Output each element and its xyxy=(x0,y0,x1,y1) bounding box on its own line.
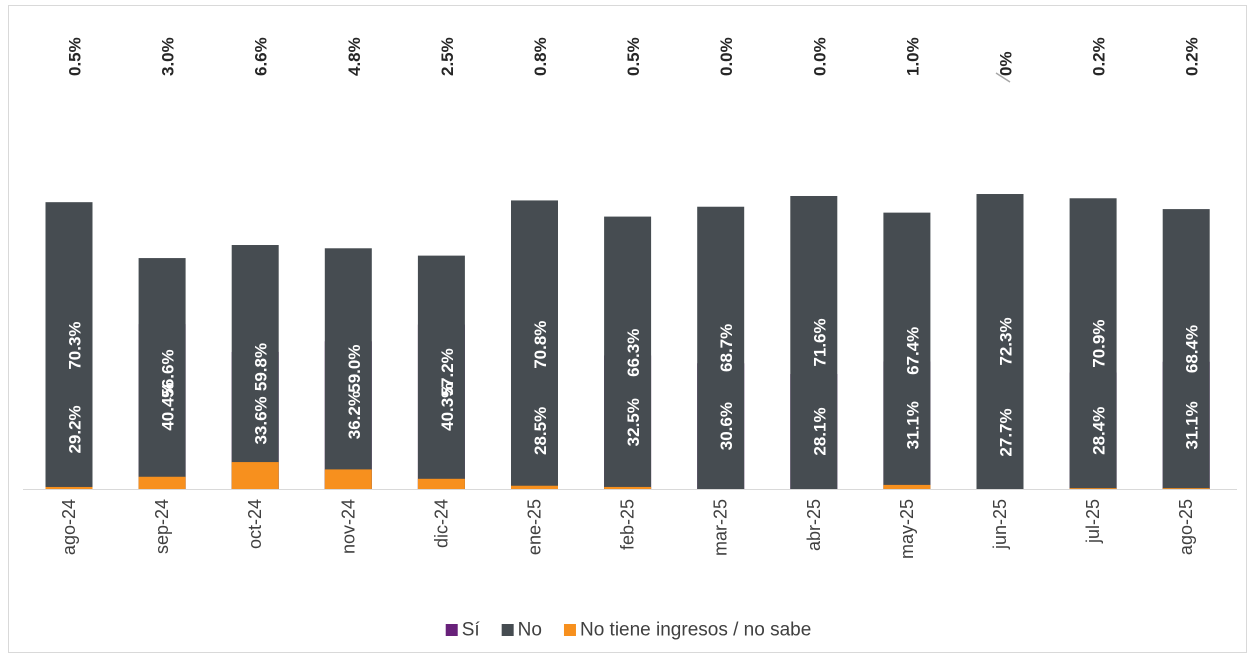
bar-segment-2-ene-25 xyxy=(511,485,558,489)
data-label-2-nov-24: 4.8% xyxy=(345,37,364,76)
x-tick-label: dic-24 xyxy=(431,499,451,548)
data-label-2-oct-24: 6.6% xyxy=(252,37,271,76)
data-label-0-ene-25: 28.5% xyxy=(531,407,550,455)
x-tick-label: nov-24 xyxy=(338,499,358,554)
bar-segment-1-nov-24 xyxy=(324,248,372,489)
data-label-2-abr-25: 0.0% xyxy=(810,37,829,76)
legend-item-2: No tiene ingresos / no sabe xyxy=(563,620,811,641)
bar-segment-1-feb-25 xyxy=(604,216,652,490)
x-tick-label: ago-24 xyxy=(59,499,79,555)
data-label-2-feb-25: 0.5% xyxy=(624,37,643,76)
stacked-bar-chart: 29.2% 70.3% 0.5% 40.4%56.6% 3.0% 33.6% 59.8% 6.… xyxy=(23,37,1237,641)
legend-swatch xyxy=(563,624,576,636)
bar-segment-2-dic-24 xyxy=(417,478,465,489)
legend: Sí No No tiene ingresos / no sabe xyxy=(445,620,811,641)
data-label-2-jun-25: 0% xyxy=(997,51,1016,76)
data-label-0-may-25: 31.1% xyxy=(903,401,922,449)
data-label-1-sep-24: 56.6% xyxy=(159,349,178,397)
data-label-1-ene-25: 70.8% xyxy=(531,321,550,369)
bar-segment-1-jun-25 xyxy=(976,194,1024,490)
data-label-1-ago-25: 68.4% xyxy=(1183,325,1202,373)
bar-segment-2-jul-25 xyxy=(1069,488,1117,489)
data-label-0-ago-24: 29.2% xyxy=(66,405,85,453)
bar-segment-1-jul-25 xyxy=(1069,198,1117,490)
chart-frame: 29.2% 70.3% 0.5% 40.4% 56.6% 3.0% 33.6% 59.8% 6.… xyxy=(8,5,1247,653)
bar-segment-1-ene-25 xyxy=(511,200,558,490)
x-tick-label: jul-25 xyxy=(1083,499,1103,544)
data-label-0-dic-24: 40.3% xyxy=(438,383,457,431)
bar-segment-2-nov-24 xyxy=(324,469,372,489)
bar-segment-1-ago-24 xyxy=(45,202,93,489)
data-label-1-jul-25: 70.9% xyxy=(1090,320,1109,368)
bar-segment-2-feb-25 xyxy=(604,486,652,489)
legend-item-0: Sí xyxy=(445,620,481,641)
x-tick-label: sep-24 xyxy=(152,499,172,554)
data-label-2-mar-25: 0.0% xyxy=(717,37,736,76)
legend-label: No xyxy=(518,620,542,641)
bars-group xyxy=(45,194,1210,490)
data-label-2-ago-24: 0.5% xyxy=(66,37,85,76)
data-label-1-abr-25: 71.6% xyxy=(810,318,829,366)
x-tick-label: mar-25 xyxy=(711,499,731,556)
x-tick-label: may-25 xyxy=(897,499,917,559)
x-tick-label: oct-24 xyxy=(245,499,265,549)
data-label-2-ene-25: 0.8% xyxy=(531,37,550,76)
legend-swatch xyxy=(445,624,458,636)
data-label-0-oct-24: 33.6% xyxy=(252,396,271,444)
bar-segment-1-dic-24 xyxy=(417,255,465,489)
data-labels-group: 29.2% 70.3% 0.5% 40.4%56.6% 3.0% 33.6% 59.8% 6.… xyxy=(66,37,1202,456)
bar-segment-2-oct-24 xyxy=(231,462,279,489)
data-label-1-mar-25: 68.7% xyxy=(717,324,736,372)
x-tick-labels-group: ago-24 sep-24 oct-24 nov-24 dic-24 ene-25 feb-… xyxy=(59,499,1196,559)
data-label-2-ago-25: 0.2% xyxy=(1183,37,1202,76)
bar-segment-1-abr-25 xyxy=(790,195,838,489)
data-label-2-sep-24: 3.0% xyxy=(159,37,178,76)
legend-label: No tiene ingresos / no sabe xyxy=(580,620,811,641)
data-label-1-nov-24: 59.0% xyxy=(345,345,364,393)
data-label-0-feb-25: 32.5% xyxy=(624,398,643,446)
data-label-1-jun-25: 72.3% xyxy=(997,317,1016,365)
data-label-0-jul-25: 28.4% xyxy=(1090,407,1109,455)
data-label-1-ago-24: 70.3% xyxy=(66,321,85,369)
data-label-2-dic-24: 2.5% xyxy=(438,37,457,76)
legend-item-1: No xyxy=(501,620,542,641)
data-label-1-oct-24: 59.8% xyxy=(252,343,271,391)
bar-segment-1-oct-24 xyxy=(231,245,279,489)
bar-segment-2-ago-25 xyxy=(1162,488,1210,489)
data-label-1-dic-24: 57.2% xyxy=(438,348,457,396)
leader-line xyxy=(995,72,1011,83)
data-label-1-feb-25: 66.3% xyxy=(624,329,643,377)
data-label-0-ago-25: 31.1% xyxy=(1183,401,1202,449)
data-label-2-may-25: 1.0% xyxy=(903,37,922,76)
bar-segment-1-sep-24 xyxy=(138,258,186,489)
bar-segment-1-may-25 xyxy=(883,212,931,489)
bar-segment-2-ago-24 xyxy=(45,486,93,489)
x-tick-label: feb-25 xyxy=(618,499,638,550)
data-label-0-jun-25: 27.7% xyxy=(997,408,1016,456)
data-label-2-jul-25: 0.2% xyxy=(1090,37,1109,76)
bar-segment-2-may-25 xyxy=(883,484,931,489)
x-tick-label: abr-25 xyxy=(804,499,824,551)
bar-segment-2-sep-24 xyxy=(138,476,186,489)
legend-label: Sí xyxy=(462,620,481,641)
x-tick-label: ene-25 xyxy=(525,499,545,555)
x-tick-label: jun-25 xyxy=(990,499,1010,550)
bar-segment-1-ago-25 xyxy=(1162,209,1210,490)
data-label-0-nov-24: 36.2% xyxy=(345,391,364,439)
data-label-1-may-25: 67.4% xyxy=(903,327,922,375)
data-label-0-sep-24: 40.4% xyxy=(159,382,178,430)
bar-segment-1-mar-25 xyxy=(697,206,745,490)
data-label-0-mar-25: 30.6% xyxy=(717,402,736,450)
legend-swatch xyxy=(501,624,514,636)
data-label-0-abr-25: 28.1% xyxy=(810,407,829,455)
x-tick-label: ago-25 xyxy=(1176,499,1196,555)
